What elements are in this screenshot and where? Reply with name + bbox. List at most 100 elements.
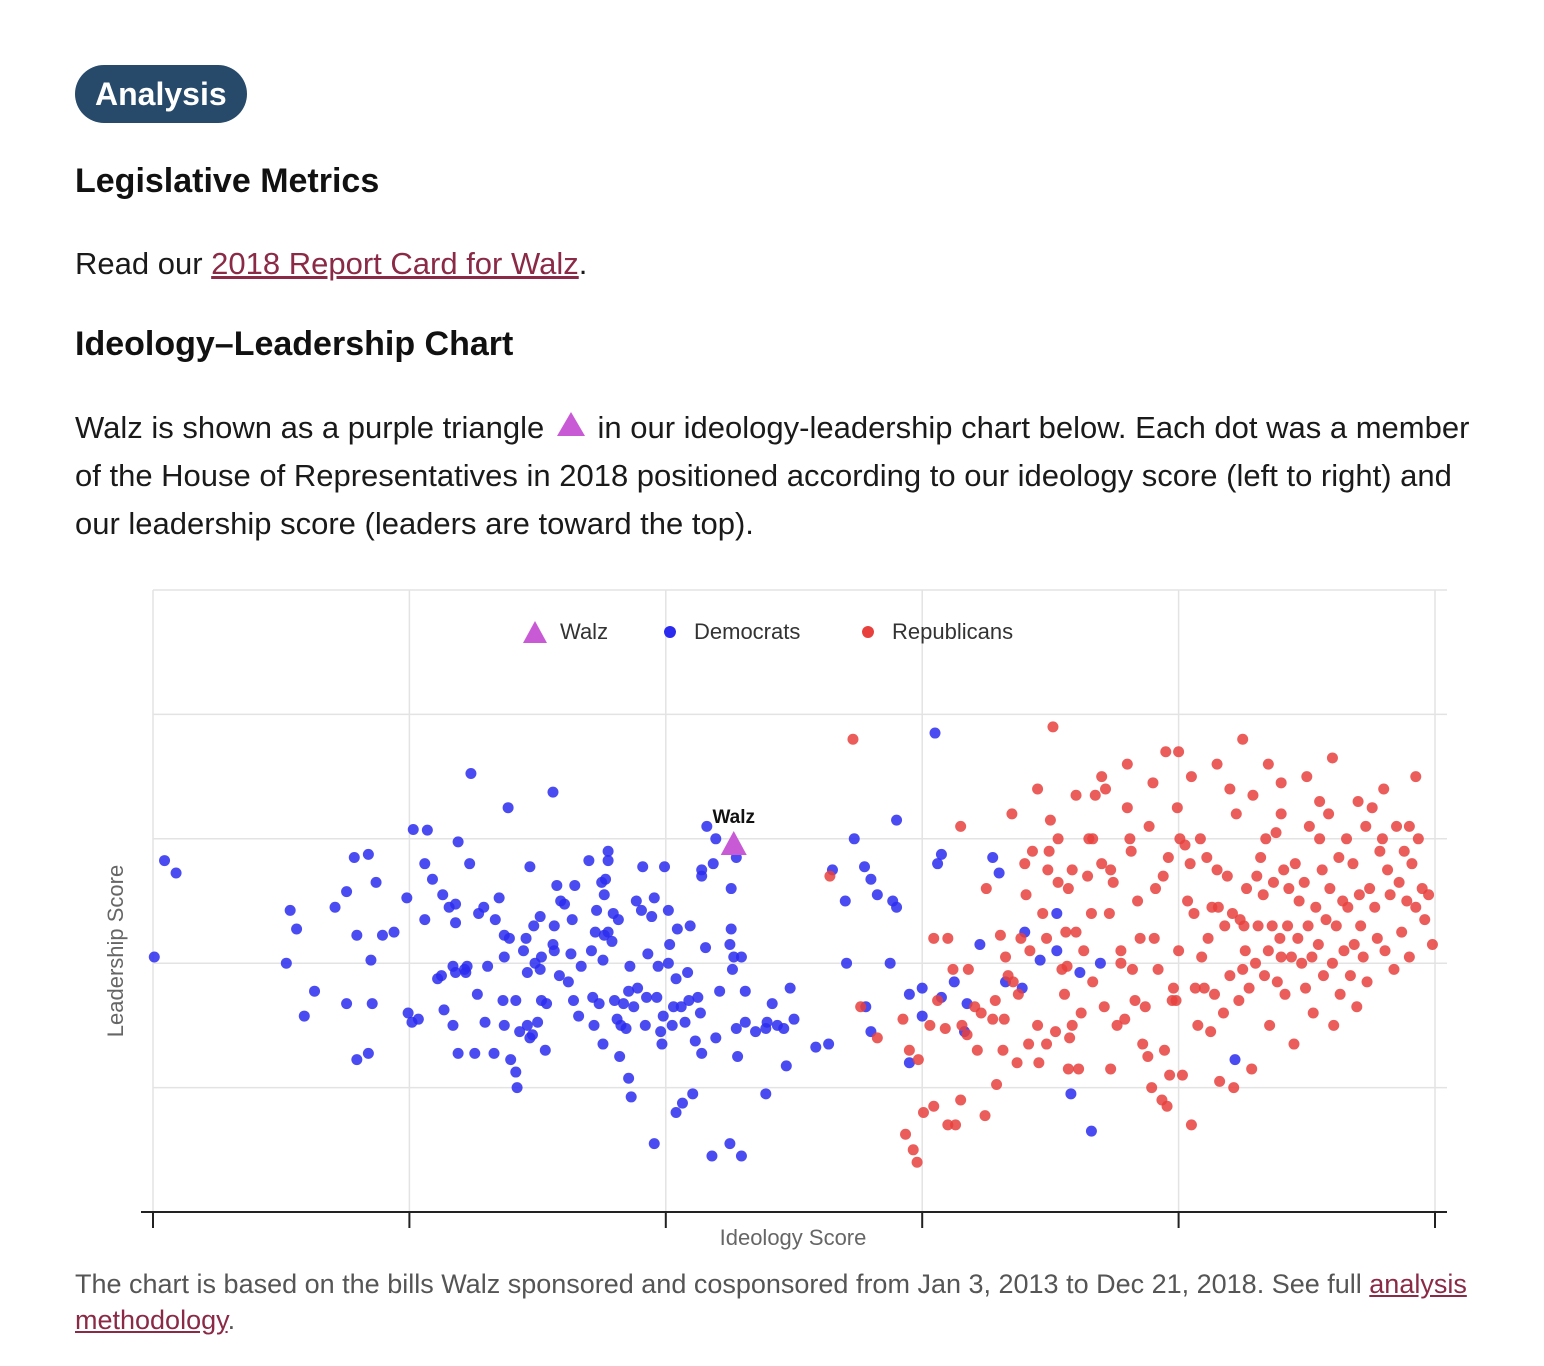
democrat-point: [309, 985, 321, 997]
democrat-point: [620, 1023, 632, 1035]
republican-point: [939, 1023, 951, 1035]
republican-point: [1238, 920, 1250, 932]
democrat-point: [683, 995, 695, 1007]
republican-point: [1182, 895, 1194, 907]
republican-point: [1328, 1019, 1340, 1031]
democrat-point: [659, 861, 671, 873]
democrat-point: [170, 867, 182, 879]
democrat-point: [694, 1007, 706, 1019]
republican-point: [1243, 982, 1255, 994]
democrat-point: [689, 1035, 701, 1047]
democrat-point: [573, 1010, 585, 1022]
republican-point: [1310, 901, 1322, 913]
republican-point: [1107, 876, 1119, 888]
republican-point: [1179, 839, 1191, 851]
democrat-point: [993, 867, 1005, 879]
republican-point: [1288, 1038, 1300, 1050]
republican-point: [991, 1078, 1003, 1090]
walz-point-label: Walz: [712, 807, 755, 828]
democrat-point: [461, 960, 473, 972]
chart-legend: Walz Democrats Republicans: [523, 619, 1013, 644]
republican-point: [1326, 957, 1338, 969]
democrat-point: [696, 1047, 708, 1059]
republican-point: [1041, 1038, 1053, 1050]
democrat-point: [589, 926, 601, 938]
democrat-point: [562, 976, 574, 988]
democrat-point: [498, 951, 510, 963]
methodology-link[interactable]: analysis methodology: [75, 1269, 1467, 1335]
democrat-point: [903, 988, 915, 1000]
republican-point: [1361, 976, 1373, 988]
republican-point: [1419, 914, 1431, 926]
legend-republicans-label: Republicans: [892, 619, 1013, 644]
republican-point: [1150, 883, 1162, 895]
democrat-point: [656, 1038, 668, 1050]
democrat-point: [469, 1047, 481, 1059]
republican-point: [1237, 733, 1249, 745]
republican-point: [1252, 920, 1264, 932]
democrat-point: [517, 945, 529, 957]
democrat-point: [664, 939, 676, 951]
democrat-point: [1051, 907, 1063, 919]
republican-point: [1125, 845, 1137, 857]
democrat-point: [761, 1016, 773, 1028]
democrat-point: [916, 1010, 928, 1022]
republican-point: [1171, 802, 1183, 814]
democrat-point: [505, 1054, 517, 1066]
democrat-point: [478, 901, 490, 913]
republican-point: [1052, 833, 1064, 845]
democrat-point: [606, 935, 618, 947]
democrat-point: [488, 1047, 500, 1059]
purple-triangle-icon: [556, 412, 585, 436]
democrat-point: [534, 911, 546, 923]
democrat-point: [639, 1019, 651, 1031]
republican-point: [907, 1144, 919, 1156]
republican-point: [1347, 858, 1359, 870]
democrat-point: [670, 1106, 682, 1118]
legislative-metrics-heading: Legislative Metrics: [75, 162, 380, 200]
republican-point: [1062, 883, 1074, 895]
republican-point: [1185, 771, 1197, 783]
democrat-point: [401, 892, 413, 904]
republican-point: [1061, 960, 1073, 972]
democrat-point: [662, 904, 674, 916]
republican-point: [1211, 864, 1223, 876]
republican-point: [1000, 951, 1012, 963]
democrat-point: [597, 954, 609, 966]
republican-point: [1391, 820, 1403, 832]
democrat-point: [726, 963, 738, 975]
chart-description: Walz is shown as a purple triangle in ou…: [75, 404, 1475, 548]
republican-point: [1275, 808, 1287, 820]
republican-point: [1251, 870, 1263, 882]
republican-point: [1226, 907, 1238, 919]
democrat-point: [291, 923, 303, 935]
chart-grid: [152, 589, 1447, 1213]
democrat-point: [532, 1016, 544, 1028]
republican-point: [1026, 845, 1038, 857]
democrat-point: [465, 767, 477, 779]
democrat-point: [614, 1051, 626, 1062]
republican-point: [1105, 864, 1117, 876]
republican-point: [1198, 982, 1210, 994]
republican-point: [1403, 820, 1415, 832]
republican-point: [1121, 802, 1133, 814]
legend-republicans-dot-icon: [862, 626, 874, 638]
democrat-point: [1074, 967, 1086, 979]
democrat-point: [865, 873, 877, 885]
democrat-point: [735, 1150, 747, 1162]
report-card-link[interactable]: 2018 Report Card for Walz: [211, 246, 579, 281]
republican-point: [1052, 876, 1064, 888]
chart-axes: [141, 1211, 1447, 1228]
republican-point: [1162, 851, 1174, 863]
republican-point: [1274, 932, 1286, 944]
democrat-point: [575, 960, 587, 972]
republican-point: [1217, 1007, 1229, 1019]
democrat-point: [987, 851, 999, 863]
democrat-point: [541, 998, 553, 1010]
republican-point: [1279, 988, 1291, 1000]
democrat-point: [1229, 1054, 1241, 1066]
republican-point: [1015, 932, 1027, 944]
democrat-point: [452, 836, 464, 848]
democrat-point: [489, 914, 501, 926]
republican-point: [1146, 1082, 1158, 1094]
